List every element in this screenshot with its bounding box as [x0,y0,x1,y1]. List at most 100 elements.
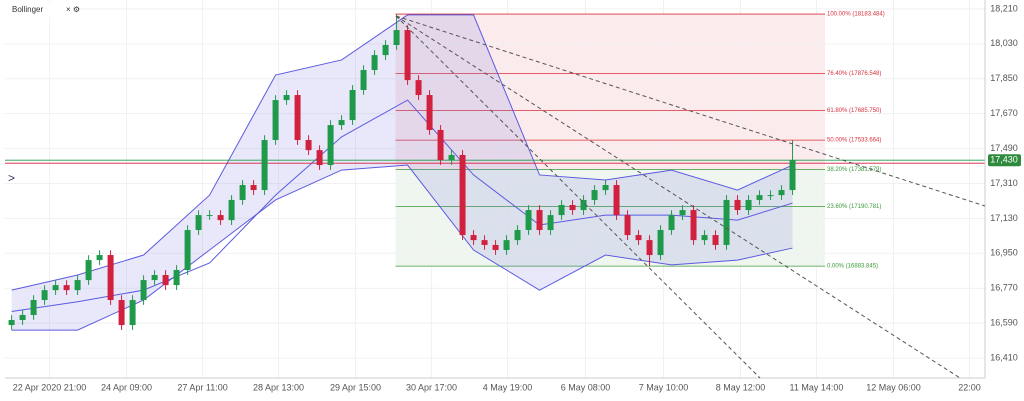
candle-body [129,300,136,326]
legend-label[interactable]: Bollinger [12,5,43,14]
candle-body [316,150,323,166]
candle-body [756,195,763,200]
candle-body [184,230,191,270]
trend-line [395,15,761,379]
x-tick-label: 28 Apr 13:00 [253,382,304,392]
candle-body [228,199,235,221]
candle-body [283,95,290,101]
candle-body [162,275,169,286]
x-tick-label: 12 May 06:00 [866,382,921,392]
candle-body [217,215,224,221]
candle-body [613,185,620,216]
candle-body [437,129,444,161]
candle-body [558,205,565,216]
candle-body [734,199,741,211]
candle-body [30,300,37,315]
candle-body [96,255,103,261]
x-tick-label: 22:00 [958,382,981,392]
candle-body [668,215,675,231]
candle-body [635,235,642,241]
candle-body [360,70,367,90]
candle-body [679,210,686,216]
candle-body [393,30,400,45]
candle-body [8,320,15,326]
candle-body [723,199,730,245]
y-tick-label: 18,030 [990,38,1018,48]
x-tick-label: 24 Apr 09:00 [101,382,152,392]
price-badge [988,154,1021,167]
candle-body [789,160,796,191]
candle-body [701,235,708,241]
candle-body [492,244,499,250]
band-line [11,14,793,291]
candle-body [74,280,81,291]
candle-body [338,120,345,126]
candle-body [525,210,532,231]
price-badge-label: 17,430 [990,155,1018,165]
y-tick-label: 17,130 [990,213,1018,223]
candle-body [261,140,268,191]
candle-body [712,235,719,245]
candle-body [745,199,752,211]
candle-body [591,190,598,200]
candle-body [569,205,576,211]
candle-body [206,215,213,217]
candle-body [448,154,455,161]
candle-body [151,275,158,281]
candle-body [778,190,785,196]
trend-lines [395,15,986,379]
candle-body [382,44,389,56]
candle-body [767,195,774,197]
candle-body [404,30,411,81]
candle-body [195,215,202,231]
fib-zone [395,14,825,170]
x-tick-label: 7 May 10:00 [639,382,689,392]
candle-body [294,95,301,141]
plot: 100.00% (18183.484) 76.40% (17876.548) 61.… [5,12,985,331]
candle-body [305,140,312,151]
x-tick-label: 30 Apr 17:00 [406,382,457,392]
fib-label: 0.00% (16883.845) [827,264,878,270]
candle-body [536,210,543,231]
band-fill [11,14,793,331]
fib-zone [395,169,825,267]
x-tick-label: 4 May 19:00 [483,382,533,392]
candle-body [272,100,279,141]
candle-body [63,285,70,291]
y-tick-label: 17,490 [990,143,1018,153]
candle-body [41,290,48,301]
side-arrow[interactable]: > [8,171,15,185]
fib-label: 61.80% (17685.750) [827,108,881,114]
fib-zones [395,14,825,267]
candle-body [624,215,631,236]
fib-label: 23.60% (17190.781) [827,204,881,210]
candle-body [349,89,356,121]
x-tick-label: 27 Apr 11:00 [177,382,227,392]
candle-body [602,185,609,191]
candle-body [470,235,477,241]
x-tick-label: 11 May 14:00 [790,382,844,392]
candle-body [426,95,433,130]
candle-body [503,240,510,250]
legend-close[interactable]: × ⚙ [66,5,80,14]
trend-line [395,15,986,207]
y-tick-label: 18,210 [990,3,1018,13]
y-tick-label: 17,850 [990,73,1018,83]
legend-box [6,3,78,17]
candle-body [173,269,180,286]
candle-body [646,240,653,256]
y-tick-label: 16,590 [990,317,1018,327]
candle-body [52,285,59,291]
candle-body [481,240,488,245]
candle-body [690,210,697,241]
y-tick-label: 16,950 [990,248,1018,258]
candle-body [657,230,664,256]
fib-label: 76.40% (17876.548) [827,71,881,77]
candle-body [118,300,125,326]
y-tick-label: 17,310 [990,178,1018,188]
x-tick-label: 6 May 08:00 [561,382,611,392]
y-tick-label: 16,770 [990,283,1018,293]
x-tick-label: 8 May 12:00 [716,382,766,392]
candle-body [107,255,114,301]
candle-body [140,280,147,301]
